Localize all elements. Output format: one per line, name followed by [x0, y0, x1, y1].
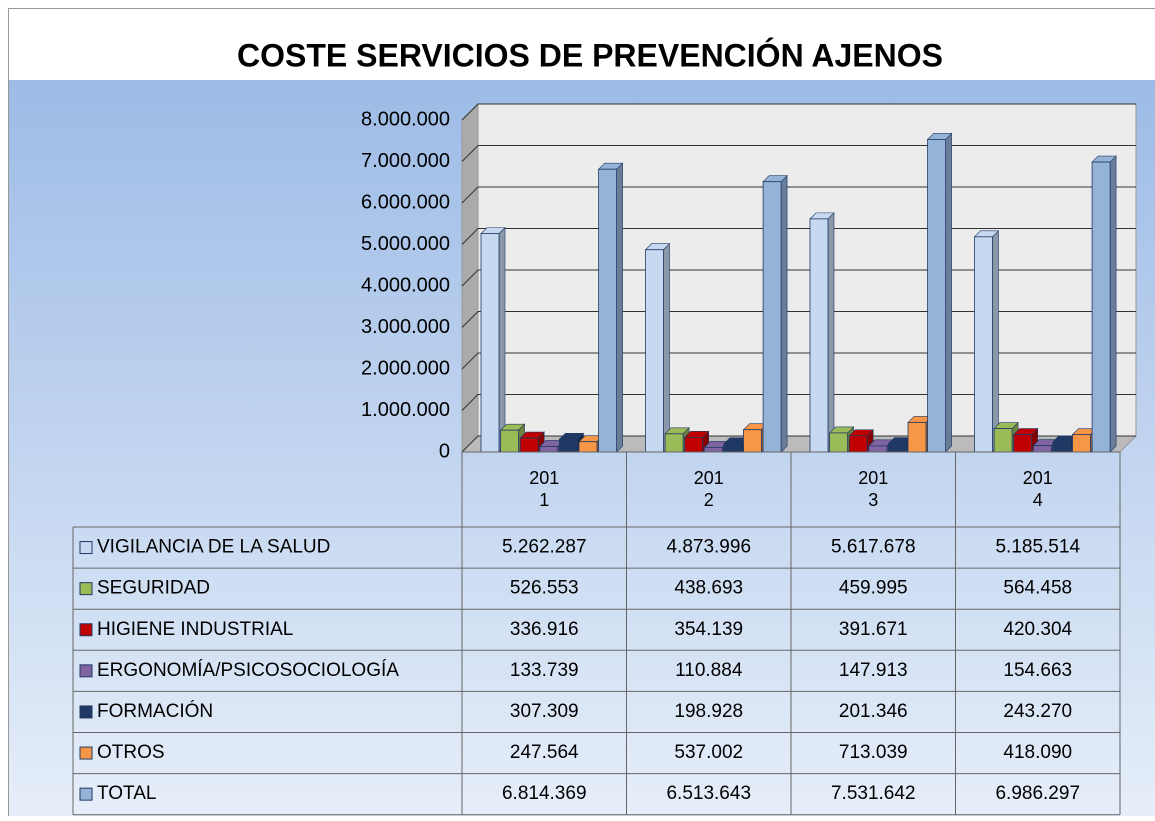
table-value: 243.270: [1003, 701, 1072, 722]
y-tick-label: 0: [439, 440, 450, 462]
legend-label: SEGURIDAD: [97, 578, 210, 599]
legend-swatch: [80, 624, 92, 636]
table-value: 6.513.643: [666, 783, 751, 804]
bar-side: [617, 163, 623, 452]
legend-label: FORMACIÓN: [97, 700, 213, 722]
bar: [1053, 442, 1071, 452]
table-value: 5.617.678: [831, 537, 916, 558]
y-tick-label: 3.000.000: [361, 316, 450, 338]
legend-swatch: [80, 542, 92, 554]
table-value: 110.884: [675, 660, 743, 681]
table-value: 438.693: [674, 578, 743, 599]
table-value: 201.346: [839, 701, 908, 722]
legend-swatch: [80, 747, 92, 759]
y-tick-label: 2.000.000: [361, 357, 450, 379]
bar: [994, 429, 1012, 452]
table-value: 198.928: [674, 701, 743, 722]
table-value: 5.262.287: [502, 537, 587, 558]
bar: [501, 430, 519, 452]
bar: [1014, 435, 1032, 452]
legend-swatch: [80, 788, 92, 800]
bar: [1033, 446, 1051, 452]
legend-swatch: [80, 583, 92, 595]
table-value: 336.916: [510, 619, 579, 640]
y-tick-label: 7.000.000: [361, 150, 450, 172]
x-tick-label: 2011: [529, 467, 560, 511]
bar: [975, 237, 993, 452]
legend-label: OTROS: [97, 742, 165, 763]
table-value: 713.039: [839, 742, 908, 763]
y-tick-label: 1.000.000: [361, 399, 450, 421]
table-value: 133.739: [510, 660, 579, 681]
bar-side: [1110, 156, 1116, 452]
table-value: 7.531.642: [831, 783, 916, 804]
table-value: 6.814.369: [502, 783, 587, 804]
bar: [888, 444, 906, 452]
bar-side: [946, 133, 952, 452]
bar: [685, 437, 703, 452]
table-value: 4.873.996: [666, 537, 751, 558]
bar: [744, 430, 762, 452]
legend-label: ERGONOMÍA/PSICOSOCIOLOGÍA: [97, 660, 399, 681]
x-tick-label: 2013: [858, 467, 889, 511]
table-value: 418.090: [1003, 742, 1072, 763]
bar: [830, 433, 848, 452]
table-value: 5.185.514: [995, 537, 1080, 558]
legend-swatch: [80, 706, 92, 718]
legend-label: HIGIENE INDUSTRIAL: [97, 619, 293, 640]
bar-side: [828, 213, 834, 452]
table-value: 526.553: [510, 578, 579, 599]
bar: [849, 436, 867, 452]
legend-swatch: [80, 665, 92, 677]
bar: [810, 219, 828, 452]
table-value: 391.671: [839, 619, 908, 640]
bar: [1073, 435, 1091, 452]
bar: [646, 250, 664, 452]
bar: [704, 447, 722, 452]
bar: [665, 434, 683, 452]
bar: [908, 422, 926, 452]
table-value: 420.304: [1003, 619, 1072, 640]
table-value: 247.564: [510, 742, 579, 763]
x-tick-label: 2012: [693, 467, 724, 511]
legend-label: TOTAL: [97, 783, 156, 804]
bar: [763, 182, 781, 452]
table-value: 307.309: [510, 701, 579, 722]
table-value: 564.458: [1003, 578, 1072, 599]
table-value: 154.663: [1003, 660, 1072, 681]
legend-label: VIGILANCIA DE LA SALUD: [97, 537, 330, 558]
bar: [928, 139, 946, 452]
y-tick-label: 4.000.000: [361, 274, 450, 296]
bar: [540, 446, 558, 452]
table-value: 459.995: [839, 578, 908, 599]
table-value: 6.986.297: [995, 783, 1080, 804]
bar: [520, 438, 538, 452]
bar: [724, 444, 742, 452]
table-value: 147.913: [839, 660, 908, 681]
bar-side: [499, 228, 505, 452]
bar: [559, 439, 577, 452]
table-value: 537.002: [674, 742, 743, 763]
table-value: 354.139: [674, 619, 743, 640]
y-tick-label: 8.000.000: [361, 108, 450, 130]
bar: [599, 169, 617, 452]
x-tick-label: 2014: [1022, 467, 1053, 511]
chart-title: COSTE SERVICIOS DE PREVENCIÓN AJENOS: [237, 37, 943, 73]
bar: [1092, 162, 1110, 452]
bar-side: [664, 244, 670, 452]
bar: [481, 234, 499, 452]
bar-side: [781, 176, 787, 452]
y-tick-label: 6.000.000: [361, 191, 450, 213]
bar: [869, 446, 887, 452]
bar: [579, 442, 597, 452]
bar-side: [993, 231, 999, 452]
y-tick-label: 5.000.000: [361, 233, 450, 255]
